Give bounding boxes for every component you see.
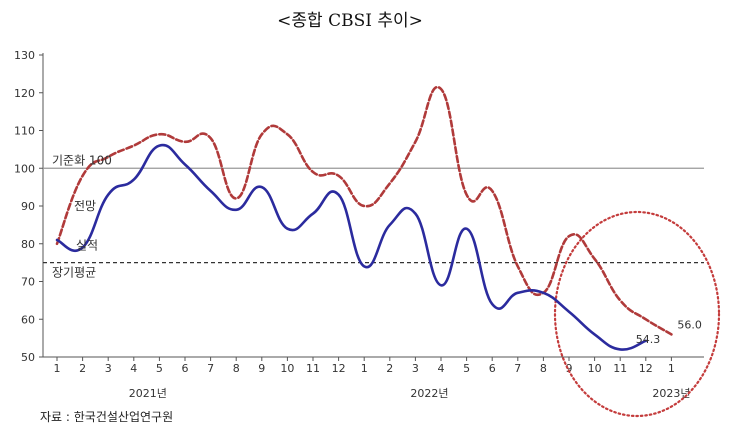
y-tick-label: 90 (21, 200, 35, 213)
x-tick-label: 2 (386, 362, 393, 375)
x-tick-label: 4 (130, 362, 137, 375)
forecast-line (55, 85, 673, 336)
x-tick-label: 6 (182, 362, 189, 375)
x-tick-label: 1 (54, 362, 61, 375)
x-tick-label: 4 (438, 362, 445, 375)
reference-label-average: 장기평균 (52, 266, 96, 280)
x-tick-label: 10 (280, 362, 294, 375)
y-tick-label: 50 (21, 351, 35, 364)
x-tick-label: 11 (613, 362, 627, 375)
x-tick-label: 9 (566, 362, 573, 375)
x-tick-label: 2 (79, 362, 86, 375)
chart-title: <종합 CBSI 추이> (277, 11, 423, 31)
series-label-forecast: 전망 (74, 199, 96, 213)
x-year-label: 2022년 (410, 387, 448, 400)
reference-lines (43, 167, 704, 264)
x-tick-label: 6 (489, 362, 496, 375)
x-year-label: 2021년 (129, 387, 167, 400)
x-tick-label: 3 (412, 362, 419, 375)
x-tick-label: 11 (306, 362, 320, 375)
x-tick-label: 3 (105, 362, 112, 375)
actual-value-label: 54.3 (636, 333, 661, 346)
source-note: 자료 : 한국건설산업연구원 (40, 410, 173, 424)
x-year-label: 2023년 (652, 387, 690, 400)
x-tick-label: 8 (540, 362, 547, 375)
x-tick-label: 7 (207, 362, 214, 375)
x-tick-label: 7 (514, 362, 521, 375)
y-tick-label: 80 (21, 238, 35, 251)
y-tick-label: 110 (14, 125, 35, 138)
x-tick-label: 1 (668, 362, 675, 375)
highlight-circle (553, 210, 721, 418)
x-tick-label: 12 (639, 362, 653, 375)
x-tick-label: 5 (156, 362, 163, 375)
y-tick-label: 120 (14, 87, 35, 100)
highlight-circle-group (553, 210, 721, 418)
series-lines (55, 85, 673, 351)
reference-label-100: 기준화 100 (52, 153, 112, 167)
x-tick-label: 9 (258, 362, 265, 375)
actual-line (55, 143, 648, 351)
y-tick-label: 130 (14, 49, 35, 62)
x-tick-label: 5 (463, 362, 470, 375)
x-tick-label: 1 (361, 362, 368, 375)
forecast-value-label: 56.0 (677, 318, 702, 331)
series-label-actual: 실적 (76, 239, 98, 253)
y-tick-label: 100 (14, 162, 35, 175)
x-tick-label: 10 (588, 362, 602, 375)
x-tick-label: 8 (233, 362, 240, 375)
y-tick-label: 70 (21, 276, 35, 289)
y-tick-label: 60 (21, 313, 35, 326)
x-tick-label: 12 (332, 362, 346, 375)
